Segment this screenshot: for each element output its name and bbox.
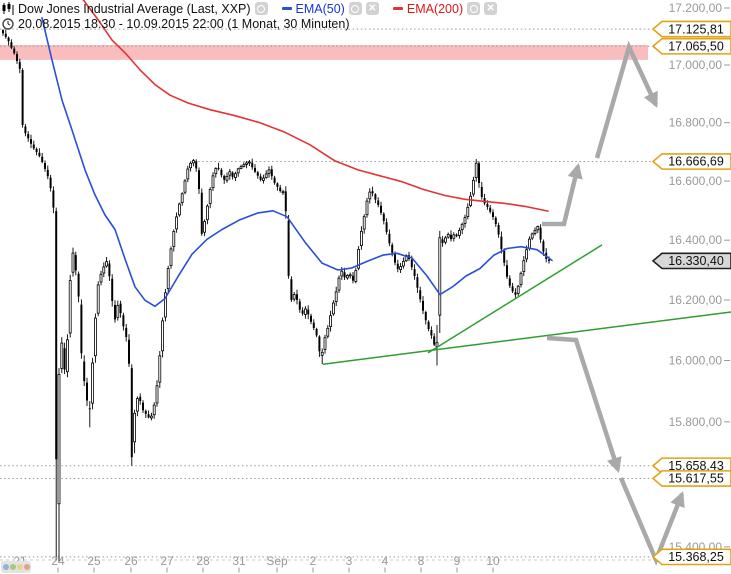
x-tick-label[interactable]: 27 [160, 554, 174, 568]
ema200-label[interactable]: EMA(200) [406, 1, 464, 16]
up-candles [57, 160, 540, 505]
date-range-label: 20.08.2015 18:30 - 10.09.2015 22:00 (1 M… [18, 16, 350, 31]
x-tick-label[interactable]: Sep [266, 554, 288, 568]
x-tick-label[interactable]: 9 [454, 554, 461, 568]
y-tick-label[interactable]: 16.600,00 [669, 174, 723, 188]
ema200-line [82, 0, 549, 212]
ema50-line [41, 17, 553, 308]
price-level-tag [651, 470, 731, 487]
scenario-arrow[interactable] [546, 335, 622, 473]
legend-row-range: 20.08.2015 18:30 - 10.09.2015 22:00 (1 M… [2, 16, 497, 31]
platform-logo [1, 561, 31, 573]
down-candles [2, 30, 550, 460]
y-tick-label[interactable]: 16.800,00 [669, 116, 723, 130]
instrument-settings-icon[interactable] [254, 2, 268, 15]
resistance-zone [0, 44, 648, 60]
price-level-tag-text: 16.666,69 [668, 155, 724, 169]
ema50-label[interactable]: EMA(50) [295, 1, 345, 16]
price-level-tag [651, 37, 731, 55]
last-price-tag [651, 252, 731, 270]
price-level-tag-text: 17.065,50 [668, 40, 724, 54]
trendline[interactable] [427, 244, 603, 354]
y-tick-label[interactable]: 16.000,00 [669, 354, 723, 368]
price-level-tag-text: 15.617,55 [668, 472, 724, 486]
x-tick-label[interactable]: 10 [486, 554, 500, 568]
x-tick-label[interactable]: 28 [196, 554, 210, 568]
x-tick-label[interactable]: 26 [124, 554, 138, 568]
y-tick-label[interactable]: 17.000,00 [669, 58, 723, 72]
price-level-tag-text: 15.368,25 [668, 550, 724, 564]
x-tick-label[interactable]: 4 [382, 554, 389, 568]
y-tick-label[interactable]: 16.400,00 [669, 233, 723, 247]
logo-dot-yellow [16, 564, 23, 570]
price-level-tag [651, 20, 731, 38]
legend-row-instrument: Dow Jones Industrial Average (Last, XXP)… [2, 1, 498, 16]
candlestick-icon [2, 2, 14, 15]
x-tick-label[interactable]: 31 [232, 554, 246, 568]
x-tick-label[interactable]: 24 [51, 554, 65, 568]
logo-dot-blue [2, 564, 9, 570]
trendline[interactable] [322, 311, 731, 365]
price-level-tag [651, 548, 731, 566]
x-tick-label[interactable]: 8 [418, 554, 425, 568]
x-tick-label[interactable]: 25 [87, 554, 101, 568]
price-level-tag-text: 15.658,43 [668, 459, 724, 473]
x-tick-label[interactable]: 2 [310, 554, 317, 568]
scenario-arrow[interactable] [594, 40, 659, 159]
last-price-tag-text: 16.330,40 [668, 254, 724, 268]
y-tick-label[interactable]: 17.200,00 [669, 1, 723, 15]
x-tick-label[interactable]: 3 [346, 554, 353, 568]
price-level-tag-text: 17.125,81 [668, 22, 724, 36]
clock-icon [2, 17, 14, 30]
chart-legend: Dow Jones Industrial Average (Last, XXP)… [2, 1, 498, 31]
y-tick-label[interactable]: 15.800,00 [669, 415, 723, 429]
ema200-close-icon[interactable]: ✕ [484, 2, 498, 15]
logo-dot-red [23, 564, 30, 570]
ema50-settings-icon[interactable] [348, 2, 362, 15]
ema200-settings-icon[interactable] [467, 2, 481, 15]
logo-dot-green [9, 564, 16, 570]
y-tick-label[interactable]: 16.200,00 [669, 293, 723, 307]
ema50-swatch [281, 7, 292, 10]
ema200-swatch [392, 7, 403, 10]
candle-wicks [2, 29, 550, 563]
ema50-close-icon[interactable]: ✕ [365, 2, 379, 15]
scenario-arrow[interactable] [542, 162, 583, 227]
instrument-title: Dow Jones Industrial Average (Last, XXP) [18, 1, 251, 16]
price-level-tag [651, 153, 731, 170]
